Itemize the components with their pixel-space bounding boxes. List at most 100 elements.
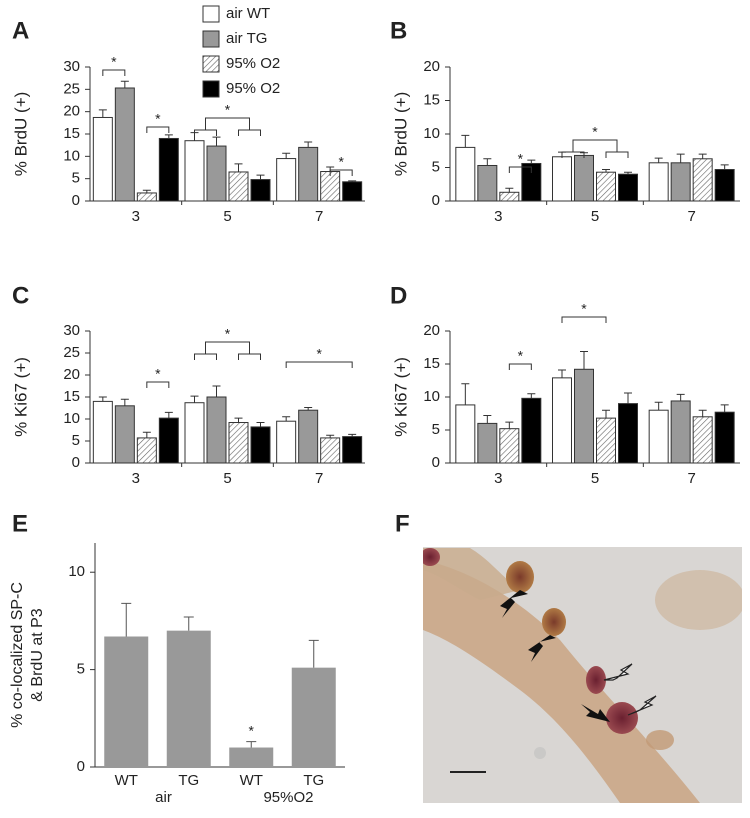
bar xyxy=(574,154,594,202)
bar xyxy=(228,422,249,464)
error-bar xyxy=(326,434,335,438)
significance-bracket xyxy=(194,117,261,136)
significance-mark: * xyxy=(225,326,231,342)
significance-mark: * xyxy=(111,54,117,70)
y-tick-label: 0 xyxy=(432,454,440,471)
bar xyxy=(276,420,297,464)
error-bar xyxy=(527,393,536,399)
x-tick-label: TG xyxy=(178,772,199,789)
significance-mark: * xyxy=(581,301,587,317)
bar xyxy=(92,400,113,464)
significance-bracket xyxy=(194,341,261,360)
bar xyxy=(114,87,135,202)
error-bar xyxy=(190,395,199,403)
y-tick-label: 10 xyxy=(423,388,440,405)
y-axis-label: % BrdU (+) xyxy=(11,92,30,177)
significance-bracket xyxy=(508,166,532,173)
error-bar xyxy=(256,174,265,180)
bar xyxy=(670,162,691,202)
micrograph xyxy=(423,547,742,803)
x-tick-label: TG xyxy=(303,772,324,789)
significance-mark: * xyxy=(155,366,161,382)
y-tick-label: 15 xyxy=(423,355,440,372)
y-tick-label: 0 xyxy=(77,758,85,775)
significance-bracket xyxy=(102,69,126,76)
panel-label: E xyxy=(12,510,28,537)
y-axis-label: % Ki67 (+) xyxy=(391,357,410,437)
error-bar xyxy=(558,369,566,378)
error-bar xyxy=(624,171,632,175)
y-tick-label: 0 xyxy=(72,192,80,209)
bar xyxy=(158,417,179,464)
bar xyxy=(477,422,498,464)
y-tick-label: 10 xyxy=(63,147,80,164)
bar xyxy=(276,158,297,202)
significance-bracket xyxy=(561,316,607,323)
legend-label: air TG xyxy=(226,30,267,47)
error-bar xyxy=(120,80,129,88)
bar xyxy=(552,156,572,202)
bar xyxy=(250,179,271,202)
bar xyxy=(206,396,227,464)
error-bar xyxy=(348,433,357,437)
x-tick-label: WT xyxy=(240,772,263,789)
x-tick-label: 3 xyxy=(494,208,502,225)
legend-label: 95% O2 xyxy=(226,55,280,72)
bar xyxy=(342,436,363,464)
bar xyxy=(618,403,638,464)
y-tick-label: 15 xyxy=(423,91,440,108)
y-axis-label: % Ki67 (+) xyxy=(11,357,30,437)
y-tick-label: 0 xyxy=(72,454,80,471)
bar xyxy=(228,171,249,202)
significance-mark: * xyxy=(592,124,598,140)
x-tick-label: 7 xyxy=(687,208,695,225)
bar xyxy=(136,192,157,202)
significance-mark: * xyxy=(155,111,161,127)
panel-label: B xyxy=(390,17,407,44)
y-tick-label: 30 xyxy=(63,322,80,339)
bar xyxy=(574,368,594,464)
x-tick-label: 7 xyxy=(315,470,323,487)
error-bar xyxy=(602,409,610,419)
bar xyxy=(648,162,669,202)
x-tick-label: 5 xyxy=(591,208,599,225)
bar xyxy=(455,404,476,464)
x-tick-label: 7 xyxy=(315,208,323,225)
error-bar xyxy=(527,159,536,164)
legend-swatch xyxy=(202,30,220,48)
y-tick-label: 20 xyxy=(63,103,80,120)
legend-swatch xyxy=(202,80,220,98)
bar xyxy=(648,409,669,464)
bar xyxy=(229,747,274,767)
error-bar xyxy=(308,639,319,668)
y-tick-label: 15 xyxy=(63,125,80,142)
significance-mark: * xyxy=(225,102,231,118)
y-tick-label: 20 xyxy=(63,366,80,383)
error-bar xyxy=(98,109,107,118)
y-tick-label: 10 xyxy=(63,410,80,427)
bar xyxy=(618,173,638,202)
error-bar xyxy=(720,164,729,170)
error-bar xyxy=(624,392,632,404)
error-bar xyxy=(234,417,243,423)
bar xyxy=(499,191,520,202)
bar xyxy=(291,667,336,767)
panel-label: A xyxy=(12,17,29,44)
bar xyxy=(670,400,691,464)
error-bar xyxy=(348,180,357,182)
y-axis-label: % BrdU (+) xyxy=(391,92,410,177)
x-tick-label: 7 xyxy=(687,470,695,487)
error-bar xyxy=(183,616,194,631)
y-axis-label: & BrdU at P3 xyxy=(29,608,46,701)
bar xyxy=(552,377,572,464)
bar xyxy=(184,140,205,202)
significance-bracket xyxy=(146,126,170,133)
bar xyxy=(714,169,735,202)
bar xyxy=(184,402,205,464)
group-label: air xyxy=(155,789,172,806)
y-tick-label: 0 xyxy=(432,192,440,209)
legend-label: air WT xyxy=(226,5,270,22)
y-tick-label: 25 xyxy=(63,80,80,97)
x-tick-label: 3 xyxy=(494,470,502,487)
